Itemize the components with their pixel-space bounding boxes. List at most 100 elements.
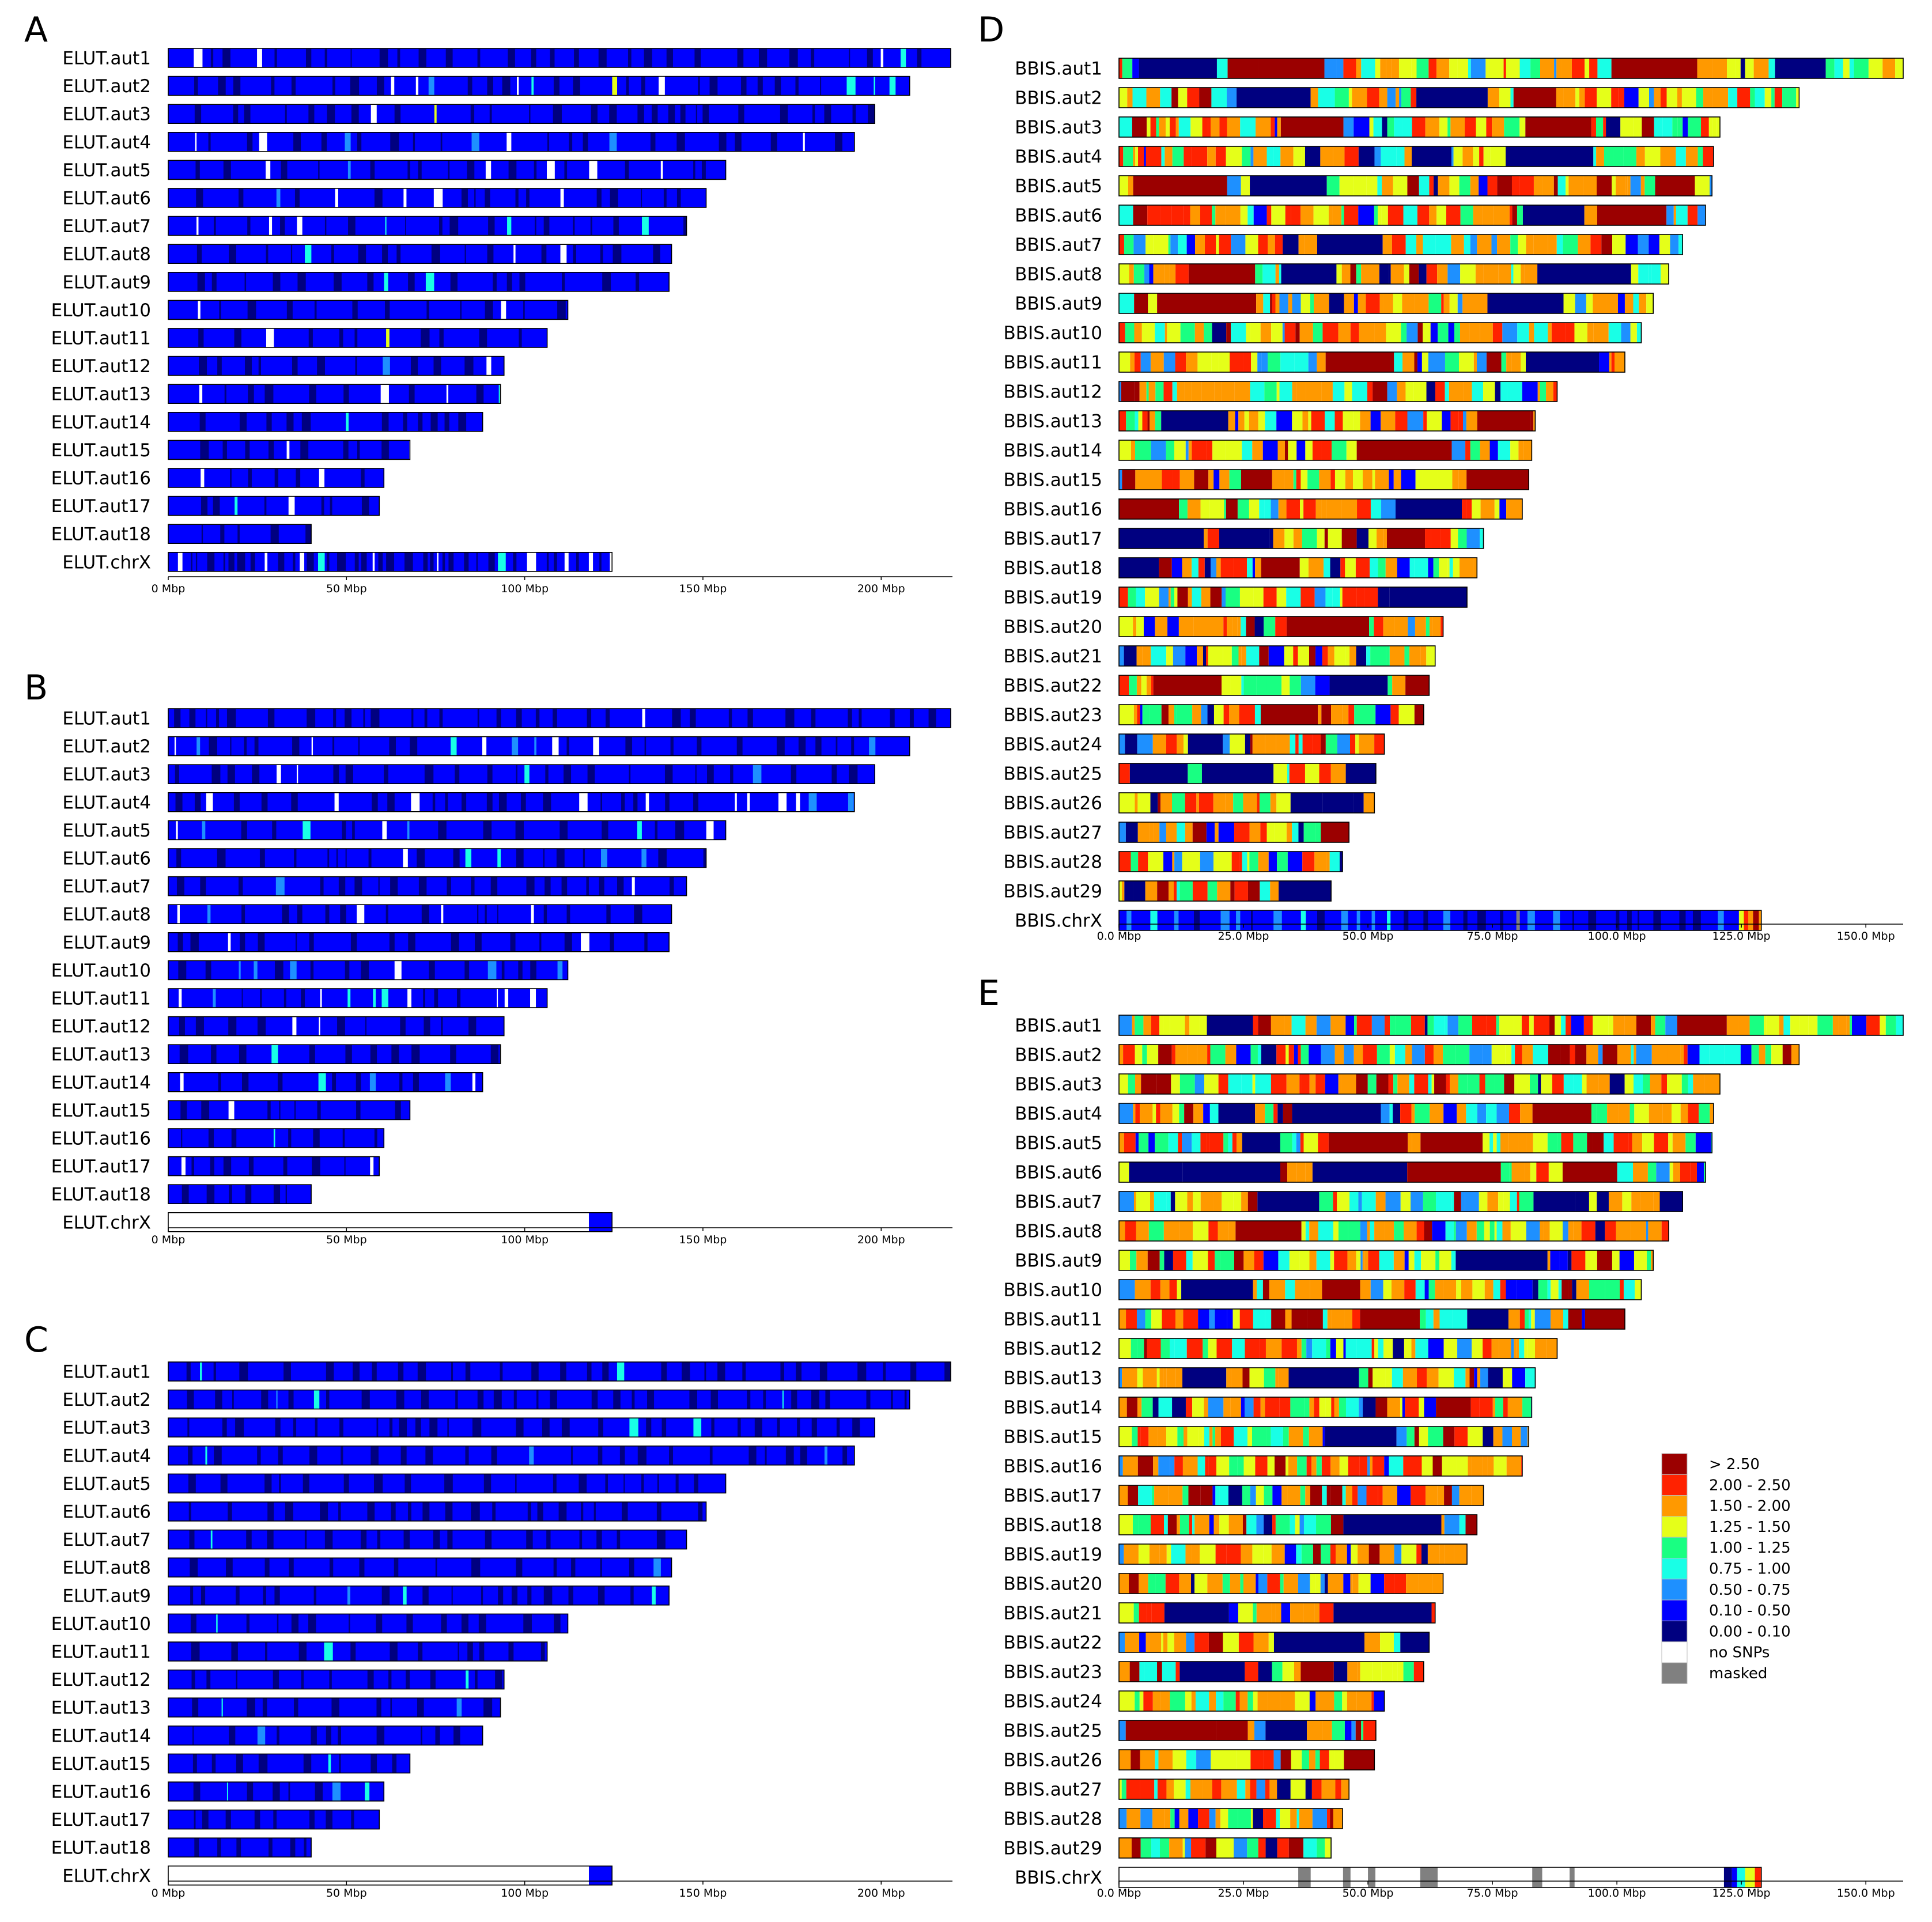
heatmap-segment (1302, 734, 1313, 754)
heatmap-segment (370, 160, 375, 180)
heatmap-segment (1537, 381, 1540, 402)
heatmap-segment (1213, 1191, 1222, 1212)
heatmap-segment (625, 736, 633, 756)
heatmap-segment (1313, 323, 1323, 343)
chromosome-bar (1118, 733, 1385, 755)
heatmap-segment (488, 216, 495, 236)
chromosome-label: ELUT.aut14 (51, 1726, 151, 1746)
heatmap-segment (1300, 910, 1306, 930)
heatmap-segment (177, 905, 180, 924)
heatmap-segment (1486, 1015, 1496, 1035)
heatmap-segment (1393, 1103, 1401, 1123)
chromosome-bar (168, 1809, 380, 1830)
heatmap-segment (1286, 1045, 1289, 1065)
chromosome-outline (1118, 58, 1904, 79)
heatmap-segment (1184, 381, 1192, 402)
heatmap-segment (1442, 411, 1451, 431)
chromosome-label: ELUT.aut6 (62, 188, 151, 209)
chromosome-bar (1118, 528, 1484, 549)
heatmap-segment (1375, 58, 1381, 78)
heatmap-segment (1136, 587, 1145, 607)
heatmap-segment (1254, 1720, 1266, 1741)
heatmap-segment (411, 792, 420, 812)
heatmap-segment (1444, 1015, 1448, 1035)
heatmap-segment (1227, 58, 1258, 78)
heatmap-segment (1133, 705, 1137, 725)
heatmap-segment (1153, 234, 1169, 255)
chromosome-bar (168, 848, 707, 868)
heatmap-segment (1334, 88, 1349, 108)
heatmap-segment (1524, 1162, 1530, 1182)
heatmap-segment (742, 1362, 746, 1381)
heatmap-segment (534, 216, 536, 236)
chromosome-bar (1118, 910, 1762, 931)
heatmap-segment (1240, 205, 1248, 225)
heatmap-segment (601, 849, 607, 868)
heatmap-segment (1249, 411, 1258, 431)
heatmap-segment (1309, 1221, 1318, 1241)
heatmap-segment (1402, 293, 1415, 313)
heatmap-segment (508, 160, 517, 180)
heatmap-segment (450, 1045, 456, 1064)
heatmap-segment (738, 104, 744, 124)
chromosome-bar (168, 48, 951, 68)
heatmap-segment (1302, 852, 1315, 872)
heatmap-segment (1124, 234, 1134, 255)
heatmap-segment (1161, 705, 1169, 725)
heatmap-segment (317, 1100, 321, 1120)
heatmap-segment (1208, 1456, 1217, 1476)
heatmap-segment (1125, 1720, 1216, 1741)
heatmap-segment (1666, 88, 1678, 108)
heatmap-segment (361, 1390, 370, 1409)
heatmap-segment (1436, 1397, 1471, 1417)
heatmap-segment (1151, 1015, 1160, 1035)
heatmap-segment (1341, 528, 1357, 548)
heatmap-segment (1247, 1368, 1250, 1388)
heatmap-segment (1449, 381, 1464, 402)
heatmap-segment (1286, 822, 1292, 842)
heatmap-segment (1207, 146, 1216, 167)
heatmap-segment (495, 1670, 502, 1689)
heatmap-segment (1172, 1397, 1186, 1417)
heatmap-segment (1194, 234, 1205, 255)
heatmap-segment (1264, 499, 1271, 519)
heatmap-segment (465, 1362, 471, 1381)
heatmap-segment (1330, 558, 1341, 578)
heatmap-segment (357, 132, 362, 152)
heatmap-segment (1649, 1103, 1663, 1123)
chromosome-label: ELUT.aut5 (62, 820, 151, 841)
heatmap-segment (1289, 1250, 1300, 1270)
heatmap-segment (1519, 117, 1526, 137)
heatmap-segment (1344, 1045, 1354, 1065)
chromosome-label: BBIS.aut13 (1004, 411, 1102, 432)
heatmap-segment (1353, 411, 1360, 431)
heatmap-segment (1400, 1632, 1430, 1652)
heatmap-segment (1391, 1280, 1405, 1300)
chromosome-bar (1118, 1808, 1343, 1829)
heatmap-segment (1168, 234, 1171, 255)
heatmap-segment (1407, 411, 1424, 431)
heatmap-segment (1563, 1309, 1568, 1329)
heatmap-segment (1387, 910, 1391, 930)
heatmap-segment (1269, 1280, 1286, 1300)
heatmap-segment (747, 1390, 751, 1409)
heatmap-segment (1407, 176, 1419, 196)
heatmap-segment (1302, 146, 1305, 167)
heatmap-segment (301, 412, 311, 432)
heatmap-segment (1395, 411, 1408, 431)
heatmap-segment (655, 820, 658, 840)
heatmap-segment (1436, 58, 1450, 78)
chromosome-label: BBIS.aut1 (1015, 59, 1102, 80)
heatmap-segment (543, 216, 550, 236)
heatmap-segment (324, 1642, 333, 1661)
heatmap-segment (497, 849, 501, 868)
heatmap-segment (338, 1726, 341, 1745)
heatmap-segment (487, 244, 494, 264)
heatmap-segment (642, 216, 649, 236)
heatmap-segment (1182, 852, 1188, 872)
heatmap-segment (1145, 881, 1158, 901)
heatmap-segment (458, 412, 467, 432)
heatmap-segment (1529, 1015, 1534, 1035)
heatmap-segment (1302, 1074, 1310, 1094)
heatmap-segment (1417, 1368, 1427, 1388)
